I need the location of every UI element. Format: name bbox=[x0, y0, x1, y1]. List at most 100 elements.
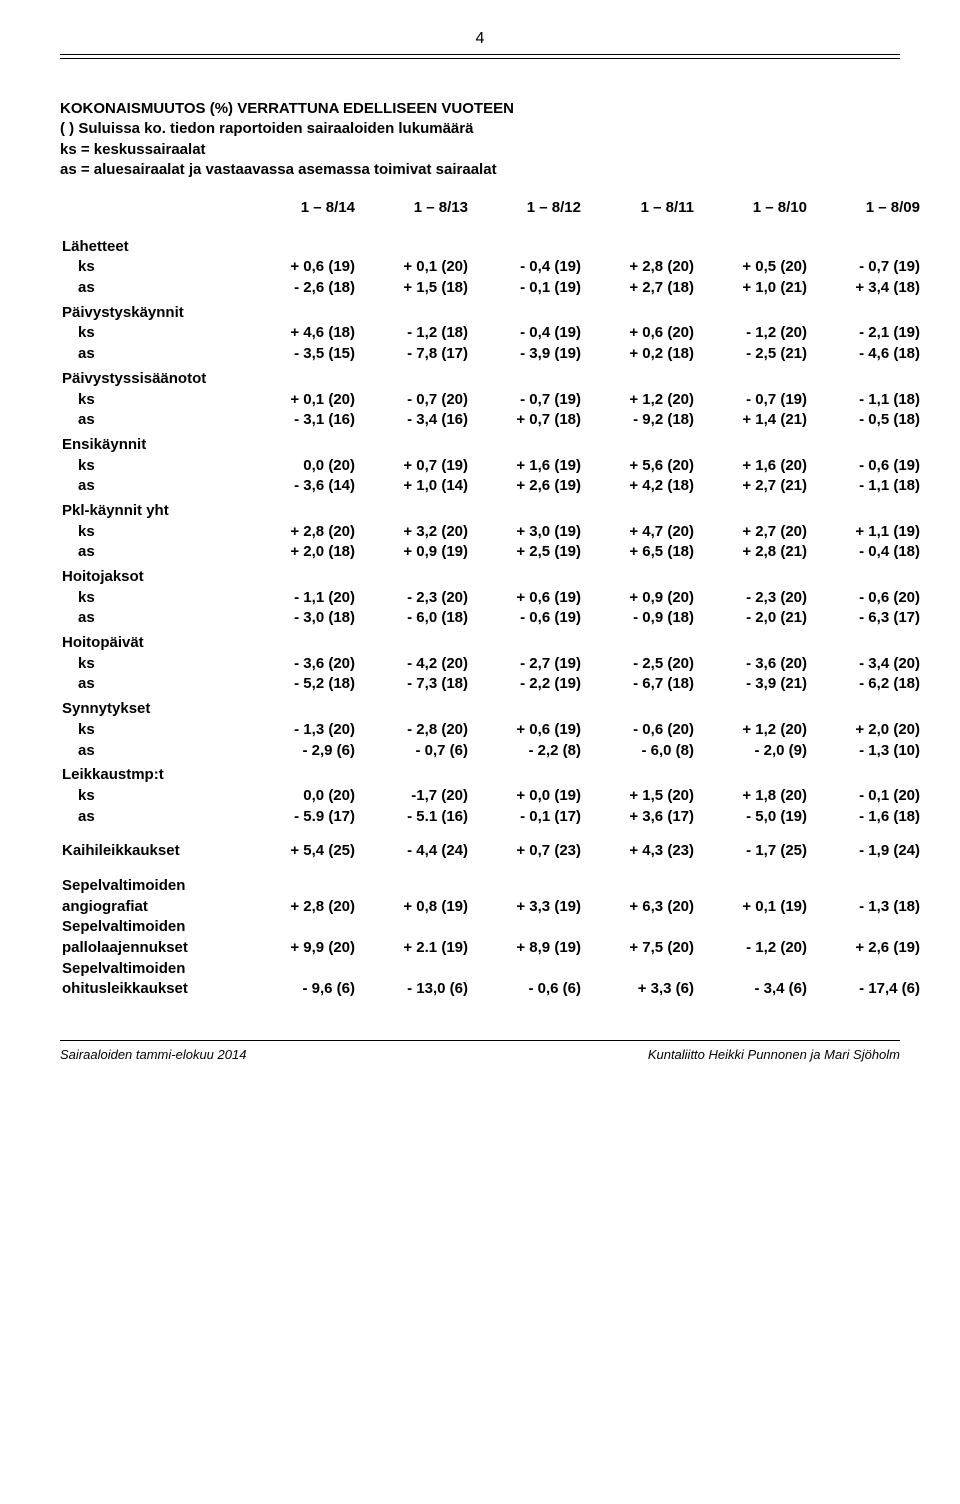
table-row: as- 3,1 (16)- 3,4 (16)+ 0,7 (18)- 9,2 (1… bbox=[60, 410, 922, 431]
data-cell: + 0,9 (20) bbox=[583, 588, 696, 609]
period-header: 1 – 8/12 bbox=[470, 198, 583, 219]
period-header: 1 – 8/14 bbox=[244, 198, 357, 219]
data-cell: + 1,6 (20) bbox=[696, 456, 809, 477]
data-cell: - 5,0 (19) bbox=[696, 807, 809, 828]
data-cell: - 1,2 (20) bbox=[696, 938, 809, 959]
data-cell: + 3,4 (18) bbox=[809, 278, 922, 299]
data-cell: + 5,4 (25) bbox=[244, 841, 357, 862]
data-cell: - 3,0 (18) bbox=[244, 608, 357, 629]
data-cell: + 3,3 (6) bbox=[583, 979, 696, 1000]
section-heading-row: Leikkaustmp:t bbox=[60, 761, 922, 786]
data-cell: + 4,2 (18) bbox=[583, 476, 696, 497]
data-cell: - 2,6 (18) bbox=[244, 278, 357, 299]
data-cell: - 0,1 (20) bbox=[809, 786, 922, 807]
row-label: as bbox=[60, 278, 244, 299]
page-number: 4 bbox=[60, 30, 900, 48]
data-cell: - 9,2 (18) bbox=[583, 410, 696, 431]
data-cell: - 6,2 (18) bbox=[809, 674, 922, 695]
row-label: ks bbox=[60, 588, 244, 609]
row-label: ks bbox=[60, 786, 244, 807]
data-cell: + 2,7 (20) bbox=[696, 522, 809, 543]
data-cell: - 0,7 (6) bbox=[357, 741, 470, 762]
data-cell: - 6,0 (8) bbox=[583, 741, 696, 762]
data-cell: + 6,3 (20) bbox=[583, 897, 696, 918]
period-header: 1 – 8/10 bbox=[696, 198, 809, 219]
table-row: ks0,0 (20)+ 0,7 (19)+ 1,6 (19)+ 5,6 (20)… bbox=[60, 456, 922, 477]
data-cell: + 0,6 (19) bbox=[244, 257, 357, 278]
row-label: as bbox=[60, 476, 244, 497]
row-label: as bbox=[60, 410, 244, 431]
horizontal-rule-single bbox=[60, 1040, 900, 1041]
data-cell: - 6,7 (18) bbox=[583, 674, 696, 695]
data-cell: + 1,4 (21) bbox=[696, 410, 809, 431]
data-cell: - 2,0 (21) bbox=[696, 608, 809, 629]
data-cell: + 2,7 (18) bbox=[583, 278, 696, 299]
period-header: 1 – 8/13 bbox=[357, 198, 470, 219]
data-cell: - 3,6 (20) bbox=[696, 654, 809, 675]
data-cell: + 3,0 (19) bbox=[470, 522, 583, 543]
data-cell: - 3,1 (16) bbox=[244, 410, 357, 431]
section-heading-row: Päivystyskäynnit bbox=[60, 299, 922, 324]
row-label: Päivystyskäynnit bbox=[60, 299, 244, 324]
document-page: 4 KOKONAISMUUTOS (%) VERRATTUNA EDELLISE… bbox=[0, 0, 960, 1082]
data-cell: + 1,0 (21) bbox=[696, 278, 809, 299]
row-label: Lähetteet bbox=[60, 233, 244, 258]
data-cell: - 0,7 (19) bbox=[470, 390, 583, 411]
data-cell: + 2,8 (21) bbox=[696, 542, 809, 563]
table-row: ks- 3,6 (20)- 4,2 (20)- 2,7 (19)- 2,5 (2… bbox=[60, 654, 922, 675]
data-cell: + 9,9 (20) bbox=[244, 938, 357, 959]
table-row: ks- 1,1 (20)- 2,3 (20)+ 0,6 (19)+ 0,9 (2… bbox=[60, 588, 922, 609]
table-row: Sepelvaltimoiden bbox=[60, 917, 922, 938]
data-cell: - 0,6 (20) bbox=[583, 720, 696, 741]
data-cell: + 2.1 (19) bbox=[357, 938, 470, 959]
table-row: ohitusleikkaukset- 9,6 (6)- 13,0 (6)- 0,… bbox=[60, 979, 922, 1000]
section-heading-row: Hoitopäivät bbox=[60, 629, 922, 654]
table-row: Sepelvaltimoiden bbox=[60, 876, 922, 897]
data-cell: + 3,6 (17) bbox=[583, 807, 696, 828]
table-row: Sepelvaltimoiden bbox=[60, 959, 922, 980]
data-cell: - 2,2 (19) bbox=[470, 674, 583, 695]
table-row: as- 2,9 (6)- 0,7 (6)- 2,2 (8)- 6,0 (8)- … bbox=[60, 741, 922, 762]
data-cell: + 0,6 (19) bbox=[470, 720, 583, 741]
data-cell: - 0,6 (19) bbox=[809, 456, 922, 477]
data-cell: + 5,6 (20) bbox=[583, 456, 696, 477]
row-label: Sepelvaltimoiden bbox=[60, 917, 244, 938]
data-cell: + 0,2 (18) bbox=[583, 344, 696, 365]
data-cell: + 2,6 (19) bbox=[809, 938, 922, 959]
header-line-2: ( ) Suluissa ko. tiedon raportoiden sair… bbox=[60, 119, 900, 139]
data-cell: + 8,9 (19) bbox=[470, 938, 583, 959]
row-label: ks bbox=[60, 522, 244, 543]
row-label: as bbox=[60, 608, 244, 629]
row-label: as bbox=[60, 542, 244, 563]
data-cell: - 1,1 (20) bbox=[244, 588, 357, 609]
data-cell: + 2,5 (19) bbox=[470, 542, 583, 563]
data-cell: - 3,6 (20) bbox=[244, 654, 357, 675]
row-label: Synnytykset bbox=[60, 695, 244, 720]
data-cell: 0,0 (20) bbox=[244, 456, 357, 477]
data-cell: + 1,2 (20) bbox=[696, 720, 809, 741]
data-cell: - 3,5 (15) bbox=[244, 344, 357, 365]
data-cell: + 2,6 (19) bbox=[470, 476, 583, 497]
data-cell: + 0,5 (20) bbox=[696, 257, 809, 278]
data-cell: - 3,9 (21) bbox=[696, 674, 809, 695]
data-cell: + 3,3 (19) bbox=[470, 897, 583, 918]
data-cell: - 6,0 (18) bbox=[357, 608, 470, 629]
row-label: Hoitopäivät bbox=[60, 629, 244, 654]
footer-right: Kuntaliitto Heikki Punnonen ja Mari Sjöh… bbox=[648, 1047, 900, 1062]
row-label: ks bbox=[60, 720, 244, 741]
data-cell: + 0,7 (18) bbox=[470, 410, 583, 431]
row-label: as bbox=[60, 807, 244, 828]
data-cell: - 9,6 (6) bbox=[244, 979, 357, 1000]
data-cell: - 5,2 (18) bbox=[244, 674, 357, 695]
data-cell: + 0,1 (20) bbox=[244, 390, 357, 411]
data-cell: - 5.1 (16) bbox=[357, 807, 470, 828]
data-cell: + 0,7 (19) bbox=[357, 456, 470, 477]
data-cell: + 4,7 (20) bbox=[583, 522, 696, 543]
data-cell: + 4,6 (18) bbox=[244, 323, 357, 344]
table-row: ks+ 4,6 (18)- 1,2 (18)- 0,4 (19)+ 0,6 (2… bbox=[60, 323, 922, 344]
data-cell: - 3,9 (19) bbox=[470, 344, 583, 365]
data-cell: - 0,7 (19) bbox=[809, 257, 922, 278]
data-cell: - 1,3 (10) bbox=[809, 741, 922, 762]
table-row: ks0,0 (20)-1,7 (20)+ 0,0 (19)+ 1,5 (20)+… bbox=[60, 786, 922, 807]
data-cell: - 3,4 (6) bbox=[696, 979, 809, 1000]
